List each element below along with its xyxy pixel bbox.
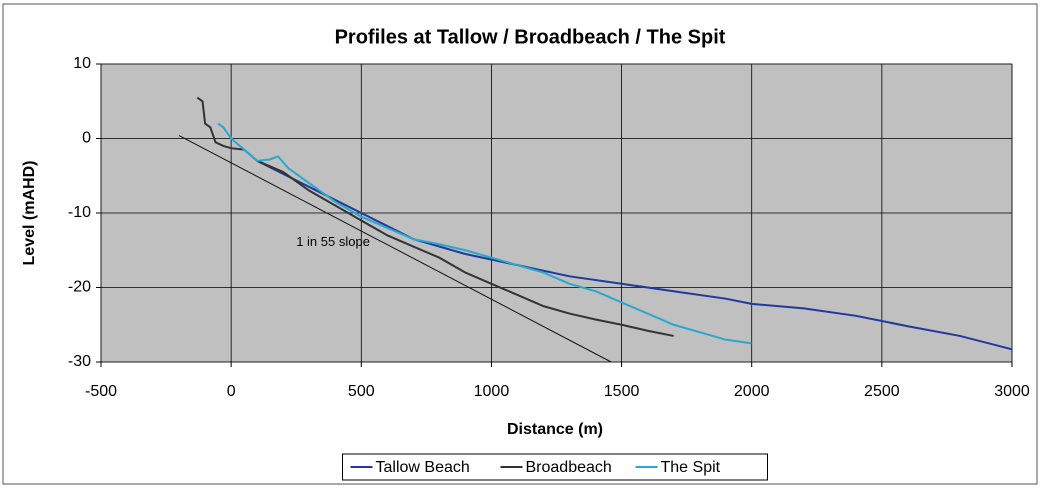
- y-axis-label: Level (mAHD): [21, 161, 38, 266]
- y-tick-label: -10: [68, 204, 91, 221]
- series-line: [196, 96, 674, 337]
- x-tick-label: 2500: [864, 383, 900, 400]
- x-tick-label: 1500: [604, 383, 640, 400]
- series-line: [256, 159, 1013, 351]
- legend-label: Tallow Beach: [376, 459, 470, 476]
- series-line: [217, 122, 752, 345]
- y-tick-label: -30: [68, 353, 91, 370]
- y-tick-label: 0: [82, 130, 91, 147]
- legend-label: The Spit: [661, 459, 721, 476]
- x-tick-label: 1000: [474, 383, 510, 400]
- chart-title: Profiles at Tallow / Broadbeach / The Sp…: [335, 26, 726, 48]
- x-tick-label: 500: [348, 383, 375, 400]
- y-tick-label: -20: [68, 279, 91, 296]
- x-tick-label: 0: [227, 383, 236, 400]
- x-axis-label: Distance (m): [507, 421, 603, 438]
- slope-line: [178, 135, 612, 363]
- annotation: 1 in 55 slope: [296, 234, 370, 249]
- y-tick-label: 10: [73, 55, 91, 72]
- legend-label: Broadbeach: [526, 459, 612, 476]
- x-tick-label: 3000: [994, 383, 1030, 400]
- x-tick-label: -500: [85, 383, 117, 400]
- x-tick-label: 2000: [734, 383, 770, 400]
- legend-box: [342, 453, 768, 481]
